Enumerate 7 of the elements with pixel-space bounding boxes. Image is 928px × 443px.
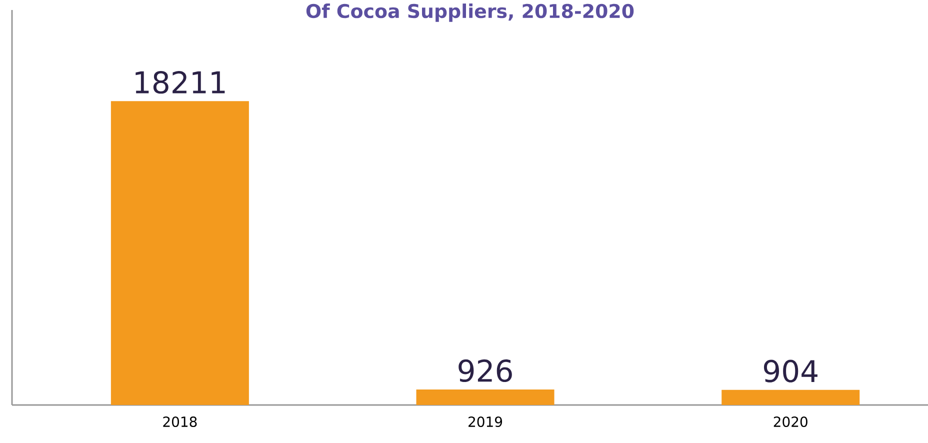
data-label: 18211: [136, 71, 225, 94]
x-tick-label: 2020: [774, 416, 808, 428]
x-tick-label: 2019: [468, 416, 502, 428]
x-tick-label: 2018: [163, 416, 197, 428]
data-label: 926: [458, 359, 512, 382]
data-label: 904: [764, 360, 818, 382]
chart-title: Of Cocoa Suppliers, 2018-2020: [306, 4, 634, 22]
